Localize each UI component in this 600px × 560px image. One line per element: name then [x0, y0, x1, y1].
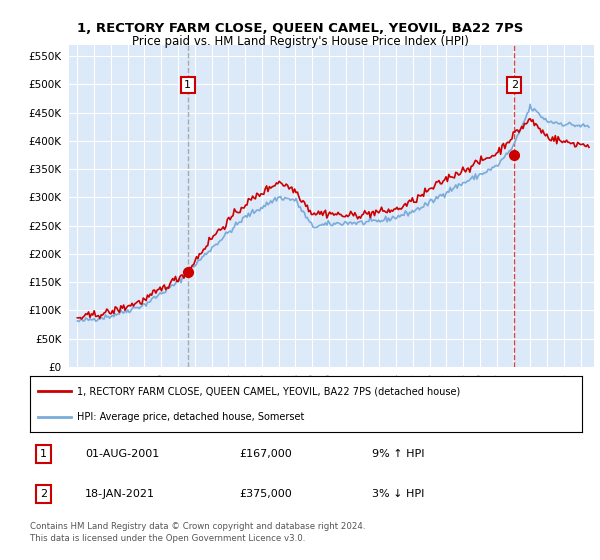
Text: £375,000: £375,000: [240, 489, 293, 499]
Text: 2: 2: [40, 489, 47, 499]
Text: Contains HM Land Registry data © Crown copyright and database right 2024.: Contains HM Land Registry data © Crown c…: [30, 522, 365, 531]
Text: HPI: Average price, detached house, Somerset: HPI: Average price, detached house, Some…: [77, 412, 304, 422]
Text: 9% ↑ HPI: 9% ↑ HPI: [372, 449, 425, 459]
Text: 3% ↓ HPI: 3% ↓ HPI: [372, 489, 425, 499]
Text: Price paid vs. HM Land Registry's House Price Index (HPI): Price paid vs. HM Land Registry's House …: [131, 35, 469, 48]
Text: 2: 2: [511, 80, 518, 90]
Text: This data is licensed under the Open Government Licence v3.0.: This data is licensed under the Open Gov…: [30, 534, 305, 543]
Text: 18-JAN-2021: 18-JAN-2021: [85, 489, 155, 499]
Text: 1, RECTORY FARM CLOSE, QUEEN CAMEL, YEOVIL, BA22 7PS: 1, RECTORY FARM CLOSE, QUEEN CAMEL, YEOV…: [77, 22, 523, 35]
Text: 1, RECTORY FARM CLOSE, QUEEN CAMEL, YEOVIL, BA22 7PS (detached house): 1, RECTORY FARM CLOSE, QUEEN CAMEL, YEOV…: [77, 386, 460, 396]
Text: 1: 1: [40, 449, 47, 459]
Text: £167,000: £167,000: [240, 449, 293, 459]
Text: 1: 1: [184, 80, 191, 90]
Text: 01-AUG-2001: 01-AUG-2001: [85, 449, 160, 459]
